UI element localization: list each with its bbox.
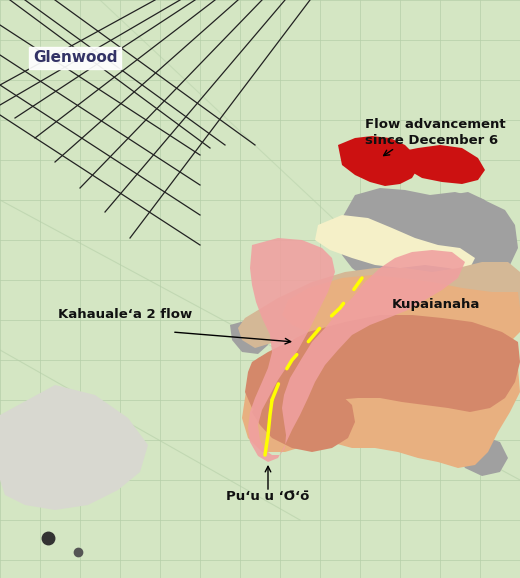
Polygon shape <box>382 305 430 342</box>
Polygon shape <box>338 136 418 186</box>
Polygon shape <box>230 320 268 354</box>
Polygon shape <box>252 388 355 452</box>
Polygon shape <box>248 238 465 462</box>
Polygon shape <box>382 395 425 435</box>
Polygon shape <box>445 192 492 230</box>
Polygon shape <box>282 275 520 348</box>
Polygon shape <box>315 215 475 272</box>
Text: Kahaualeʻa 2 flow: Kahaualeʻa 2 flow <box>58 308 192 321</box>
Text: Flow advancement
since December 6: Flow advancement since December 6 <box>365 118 505 147</box>
Polygon shape <box>438 325 480 360</box>
Polygon shape <box>238 262 520 362</box>
Polygon shape <box>0 385 148 510</box>
Text: Kupaianaha: Kupaianaha <box>392 298 480 311</box>
Polygon shape <box>456 435 508 476</box>
Polygon shape <box>245 315 520 415</box>
Polygon shape <box>242 338 520 468</box>
Polygon shape <box>398 145 485 184</box>
Text: Puʻu u ʻŌʻō: Puʻu u ʻŌʻō <box>226 490 310 503</box>
Polygon shape <box>292 352 420 425</box>
Polygon shape <box>338 188 518 285</box>
Text: Glenwood: Glenwood <box>33 50 117 65</box>
